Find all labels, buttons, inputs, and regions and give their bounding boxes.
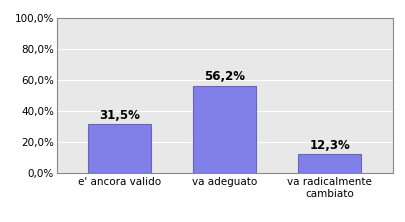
Text: 56,2%: 56,2% xyxy=(204,71,245,83)
Bar xyxy=(298,154,361,173)
Text: 31,5%: 31,5% xyxy=(99,109,140,122)
Text: 12,3%: 12,3% xyxy=(309,139,350,152)
Bar xyxy=(88,124,151,173)
Bar xyxy=(193,86,256,173)
